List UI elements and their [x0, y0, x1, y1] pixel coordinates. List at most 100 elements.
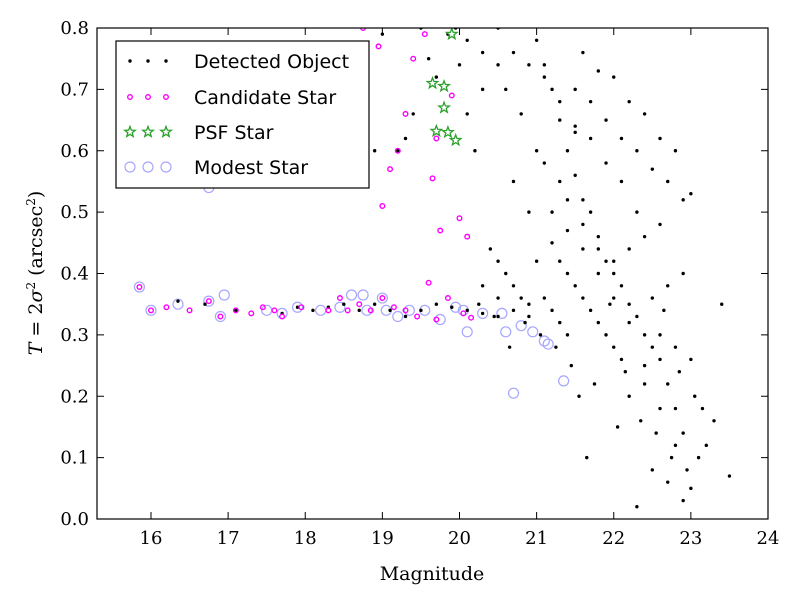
data-point: [538, 335, 550, 347]
data-point: [666, 480, 670, 484]
legend-marker-candidate-star: [126, 93, 169, 100]
data-point: [145, 304, 157, 316]
data-point: [573, 124, 577, 128]
data-point: [596, 247, 601, 251]
x-axis-title: Magnitude: [380, 563, 485, 585]
data-point: [696, 455, 701, 460]
data-point: [186, 307, 193, 314]
data-point: [712, 419, 716, 423]
data-point: [666, 382, 670, 386]
data-point: [372, 302, 377, 306]
data-point: [573, 173, 577, 177]
data-point: [496, 307, 508, 319]
data-point: [464, 233, 471, 240]
data-point: [325, 307, 332, 314]
data-point: [635, 210, 639, 214]
data-point: [473, 149, 477, 153]
legend-markers: [122, 59, 174, 173]
data-point: [658, 333, 662, 337]
data-point: [403, 304, 415, 316]
data-point: [519, 112, 523, 116]
data-point: [534, 259, 539, 263]
legend-marker: [140, 124, 156, 138]
data-point: [658, 222, 662, 227]
x-tick-label: 16: [140, 528, 163, 549]
y-axis-title-unit-sup: 2: [24, 198, 38, 206]
data-point: [689, 486, 693, 491]
data-point: [612, 271, 616, 276]
data-point: [604, 118, 608, 122]
data-point: [519, 296, 523, 300]
data-point: [176, 299, 180, 303]
data-point: [434, 313, 446, 326]
y-tick-label: 0.3: [60, 325, 89, 346]
data-point: [450, 305, 454, 309]
data-point: [581, 198, 585, 202]
axis-ticks: 16 17 18 19 20 21 22 23 24 0.0 0.1 0.2 0.3 0.4 0.5 0.6 0…: [60, 18, 779, 549]
legend-marker: [144, 93, 151, 100]
data-point: [627, 247, 631, 251]
data-point: [581, 296, 585, 300]
data-point: [477, 302, 481, 306]
legend-marker: [160, 161, 172, 173]
data-point: [558, 320, 562, 325]
data-point: [550, 210, 554, 214]
series-modest-star: [133, 181, 570, 399]
data-point: [437, 227, 444, 234]
y-axis-title-sup: 2: [24, 282, 38, 290]
data-point: [658, 136, 662, 141]
y-axis-title-symbol: T: [25, 341, 47, 355]
data-point: [619, 357, 624, 362]
data-point: [577, 394, 581, 398]
series-detected-object: [176, 28, 732, 509]
data-point: [650, 345, 655, 349]
data-point: [172, 298, 184, 310]
data-point: [565, 228, 570, 233]
data-point: [542, 296, 547, 300]
data-point: [700, 406, 705, 411]
series-layer: [133, 28, 732, 509]
data-point: [477, 307, 489, 319]
data-point: [693, 394, 697, 398]
data-point: [673, 406, 678, 411]
data-point: [440, 124, 455, 139]
data-point: [218, 289, 230, 301]
x-tick-label: 24: [757, 528, 780, 549]
data-point: [411, 112, 415, 116]
data-point: [565, 333, 570, 337]
data-point: [573, 130, 577, 135]
data-point: [496, 296, 500, 300]
data-point: [592, 382, 597, 386]
legend-marker: [142, 161, 154, 173]
data-point: [642, 363, 647, 368]
data-point: [488, 247, 493, 251]
data-point: [673, 345, 678, 349]
data-point: [581, 222, 585, 227]
data-point: [500, 326, 512, 338]
data-point: [392, 310, 404, 323]
data-point: [496, 314, 500, 319]
series-psf-star: [425, 28, 463, 147]
data-point: [480, 311, 485, 316]
legend-label-candidate-star: Candidate Star: [194, 87, 336, 109]
data-point: [538, 333, 543, 337]
data-point: [554, 345, 558, 349]
data-point: [550, 241, 554, 245]
data-point: [550, 87, 554, 92]
legend-marker: [162, 93, 169, 100]
data-point: [410, 55, 417, 62]
data-point: [639, 419, 643, 423]
data-point: [403, 136, 408, 141]
data-point: [642, 333, 647, 337]
data-point: [468, 314, 475, 321]
data-point: [588, 136, 593, 141]
data-point: [361, 304, 373, 316]
data-point: [681, 431, 685, 435]
data-point: [681, 198, 685, 202]
data-point: [480, 50, 485, 55]
data-point: [619, 136, 624, 141]
legend-label-detected-object: Detected Object: [194, 51, 349, 73]
data-point: [658, 406, 662, 411]
data-point: [627, 394, 631, 398]
data-point: [402, 307, 409, 314]
